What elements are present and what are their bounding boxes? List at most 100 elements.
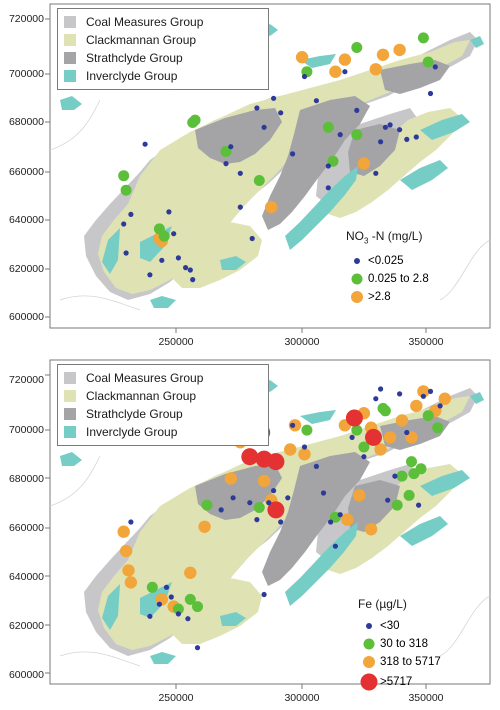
nitrate-map (45, 3, 491, 333)
mid-sample-point (406, 456, 417, 468)
low-sample-point (420, 393, 426, 399)
geology-legend: Coal Measures Group Clackmannan Group St… (57, 8, 269, 90)
nitrate-legend-title: NO3 -N (mg/L) (346, 229, 423, 246)
inverclyde-area (260, 24, 278, 36)
strathclyde-area (195, 108, 282, 164)
low-sample-point (183, 265, 189, 271)
low-sample-point (416, 502, 422, 508)
low-sample-point (373, 396, 379, 402)
low-sample-point (437, 403, 443, 409)
low-sample-point (168, 594, 174, 600)
low-sample-point (266, 500, 272, 506)
low-sample-point (278, 519, 284, 525)
low-sample-point (427, 90, 434, 97)
class-label: <0.025 (368, 255, 404, 267)
y-tick: 660000 (8, 522, 44, 534)
class-label: 318 to 5717 (380, 656, 441, 668)
very-high-sample-point (241, 448, 259, 466)
x-tick: 250000 (158, 692, 194, 704)
legend-clack: Clackmannan Group (64, 388, 196, 404)
high-sample-point (364, 523, 378, 536)
low-sample-point (261, 124, 267, 130)
high-sample-point (119, 544, 133, 558)
coal-swatch (64, 16, 76, 28)
low-sample-point (290, 422, 296, 428)
low-sample-point (397, 127, 403, 133)
low-sample-point (166, 209, 172, 215)
nitrate-class-low: <0.025 (346, 253, 404, 269)
low-sample-point (342, 69, 348, 75)
low-sample-point (427, 388, 434, 394)
high-sample-point (198, 520, 211, 533)
x-tick: 300000 (284, 336, 320, 348)
legend-coal: Coal Measures Group (64, 370, 203, 386)
high-sample-point (353, 489, 366, 502)
orange-dot-icon (363, 656, 375, 668)
low-sample-point (325, 185, 331, 191)
y-tick: 720000 (8, 13, 44, 25)
mid-sample-point (422, 56, 434, 68)
low-sample-point (147, 613, 153, 619)
high-sample-point (357, 157, 371, 170)
clackmannan-area (98, 40, 470, 294)
high-sample-point (117, 525, 130, 538)
very-high-sample-point (267, 501, 285, 519)
legend-clack: Clackmannan Group (64, 32, 196, 48)
high-sample-point (329, 65, 342, 78)
strath-swatch (64, 408, 76, 420)
high-sample-point (410, 399, 423, 413)
mid-sample-point (351, 129, 363, 141)
low-sample-point (147, 272, 153, 278)
legend-strath: Strathclyde Group (64, 406, 183, 422)
mid-sample-point (396, 470, 408, 482)
y-tick: 680000 (8, 473, 44, 485)
low-sample-point (271, 95, 277, 101)
class-label: <30 (380, 620, 400, 632)
iron-class-very-high: >5717 (358, 673, 412, 691)
low-sample-point (378, 139, 384, 145)
orange-dot-icon (351, 291, 363, 303)
low-sample-point (385, 497, 391, 503)
low-sample-point (185, 616, 191, 622)
legend-label: Strathclyde Group (86, 51, 183, 65)
inverclyde-area (60, 96, 82, 110)
iron-class-high: 318 to 5717 (358, 654, 441, 670)
high-sample-point (284, 443, 297, 456)
high-sample-point (383, 431, 397, 444)
strathclyde-area (262, 96, 370, 230)
y-tick: 720000 (8, 374, 44, 386)
mid-sample-point (118, 170, 130, 182)
low-sample-point (249, 235, 255, 242)
low-sample-point (332, 543, 338, 549)
high-sample-point (417, 385, 430, 398)
iron-legend-title: Fe (µg/L) (358, 597, 407, 611)
low-sample-point (123, 250, 129, 256)
high-sample-point (184, 566, 197, 579)
low-sample-point (328, 519, 334, 525)
inverclyde-area (102, 228, 120, 274)
mid-sample-point (351, 424, 363, 436)
inverclyde-area (220, 612, 246, 626)
nitrate-map-panel: Coal Measures Group Clackmannan Group St… (0, 0, 500, 354)
very-high-sample-point (345, 409, 363, 427)
mid-sample-point (172, 603, 184, 615)
legend-inver: Inverclyde Group (64, 68, 177, 84)
low-sample-point (382, 124, 388, 130)
low-sample-point (254, 517, 260, 523)
x-tick: 350000 (408, 336, 444, 348)
low-sample-point (285, 495, 291, 501)
high-sample-point (395, 414, 409, 427)
high-sample-point (376, 48, 390, 61)
y-tick: 640000 (8, 214, 44, 226)
iron-class-mid: 30 to 318 (358, 636, 428, 652)
inverclyde-area (420, 470, 470, 496)
coastline (49, 39, 491, 311)
low-sample-point (313, 463, 319, 469)
high-sample-point (257, 474, 271, 488)
low-sample-point (228, 144, 234, 150)
low-sample-point (171, 231, 177, 237)
low-dot-icon (354, 258, 360, 264)
high-sample-point (438, 392, 451, 405)
mid-sample-point (146, 581, 158, 593)
